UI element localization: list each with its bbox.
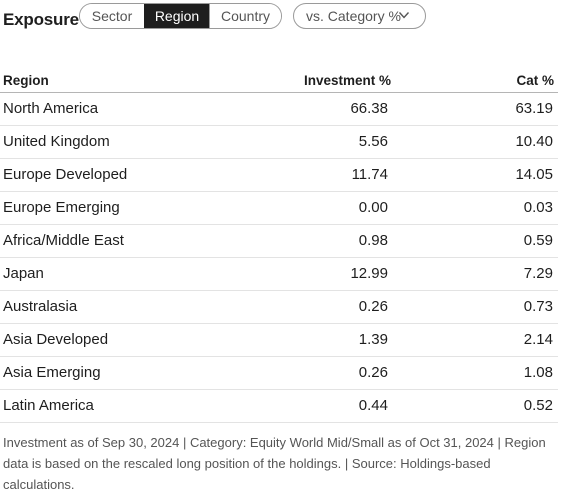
exposure-header: Exposure Sector Region Country vs. Categ…	[0, 0, 564, 38]
region-cell: United Kingdom	[3, 133, 110, 150]
table-row: North America 66.38 63.19	[0, 93, 558, 126]
region-cell: Japan	[3, 265, 44, 282]
cat-cell: 0.73	[523, 298, 553, 315]
table-body: North America 66.38 63.19 United Kingdom 5.5…	[0, 93, 558, 423]
column-header-cat: Cat %	[516, 73, 554, 88]
region-exposure-table: Region Investment % Cat % North America 6…	[0, 64, 558, 423]
table-header-row: Region Investment % Cat %	[0, 64, 558, 93]
comparison-dropdown[interactable]: vs. Category %	[293, 3, 426, 29]
table-row: Africa/Middle East 0.98 0.59	[0, 225, 558, 258]
table-row: Asia Developed 1.39 2.14	[0, 324, 558, 357]
chevron-down-icon	[398, 12, 410, 19]
region-cell: Latin America	[3, 397, 94, 414]
table-row: Japan 12.99 7.29	[0, 258, 558, 291]
investment-cell: 12.99	[350, 265, 388, 282]
investment-cell: 5.56	[358, 133, 388, 150]
investment-cell: 0.44	[358, 397, 388, 414]
cat-cell: 63.19	[515, 100, 553, 117]
tab-region[interactable]: Region	[144, 4, 209, 28]
investment-cell: 0.98	[358, 232, 388, 249]
column-header-investment: Investment %	[303, 73, 391, 88]
table-row: Europe Emerging 0.00 0.03	[0, 192, 558, 225]
cat-cell: 0.03	[523, 199, 553, 216]
cat-cell: 1.08	[523, 364, 553, 381]
investment-cell: 1.39	[358, 331, 388, 348]
region-cell: Africa/Middle East	[3, 232, 124, 249]
cat-cell: 7.29	[523, 265, 553, 282]
exposure-type-toggle: Sector Region Country	[79, 3, 282, 29]
investment-cell: 0.26	[358, 298, 388, 315]
table-row: Australasia 0.26 0.73	[0, 291, 558, 324]
cat-cell: 0.59	[523, 232, 553, 249]
cat-cell: 2.14	[523, 331, 553, 348]
investment-cell: 66.38	[350, 100, 388, 117]
section-title: Exposure	[3, 10, 79, 29]
tab-sector[interactable]: Sector	[80, 4, 144, 28]
table-row: Latin America 0.44 0.52	[0, 390, 558, 423]
investment-cell: 0.00	[358, 199, 388, 216]
table-row: Asia Emerging 0.26 1.08	[0, 357, 558, 390]
region-cell: North America	[3, 100, 99, 117]
region-cell: Europe Developed	[3, 166, 128, 183]
investment-cell: 0.26	[358, 364, 388, 381]
tab-country[interactable]: Country	[209, 4, 281, 28]
cat-cell: 0.52	[523, 397, 553, 414]
cat-cell: 10.40	[515, 133, 553, 150]
footnote: Investment as of Sep 30, 2024 | Category…	[3, 435, 546, 492]
investment-cell: 11.74	[351, 166, 388, 183]
column-header-region: Region	[3, 73, 49, 88]
table-row: Europe Developed 11.74 14.05	[0, 159, 558, 192]
region-cell: Asia Emerging	[3, 364, 101, 381]
cat-cell: 14.05	[515, 166, 553, 183]
comparison-dropdown-value: vs. Category %	[306, 8, 401, 24]
table-row: United Kingdom 5.56 10.40	[0, 126, 558, 159]
region-cell: Europe Emerging	[3, 199, 120, 216]
region-cell: Australasia	[3, 298, 78, 315]
region-cell: Asia Developed	[3, 331, 109, 348]
